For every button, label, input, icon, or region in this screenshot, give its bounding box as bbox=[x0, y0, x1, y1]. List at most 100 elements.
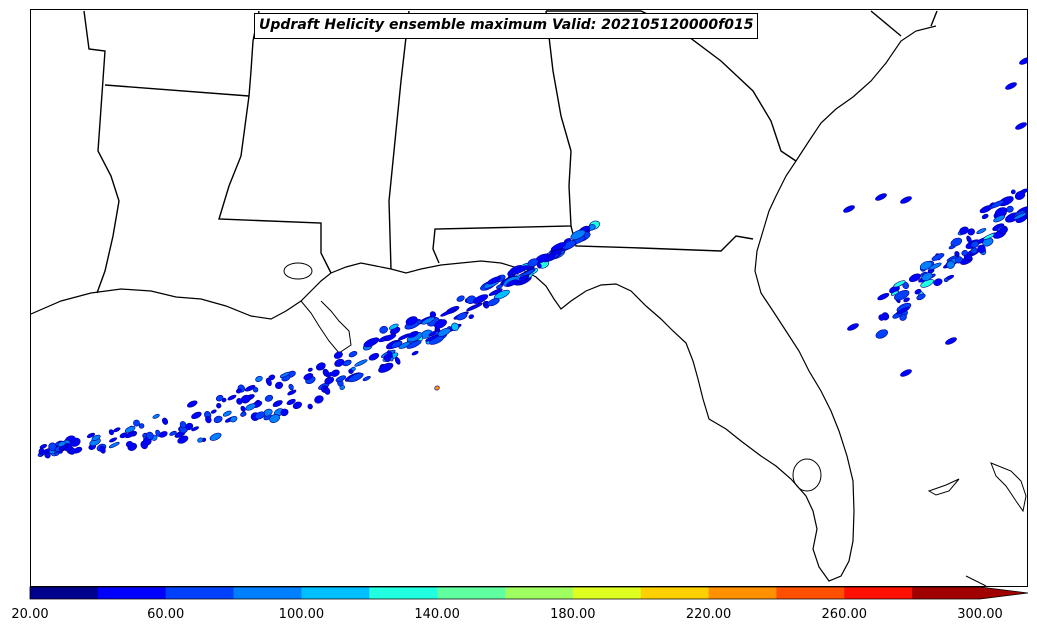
uh-cell bbox=[511, 265, 529, 275]
uh-cell bbox=[990, 200, 1005, 209]
uh-cell bbox=[527, 258, 539, 268]
uh-cell bbox=[411, 350, 419, 356]
uh-cell bbox=[236, 397, 243, 405]
uh-cell bbox=[264, 394, 274, 402]
uh-cell bbox=[894, 290, 910, 301]
uh-cell bbox=[292, 401, 303, 410]
uh-cell bbox=[1013, 212, 1027, 220]
uh-cell bbox=[390, 340, 403, 349]
uh-cell bbox=[286, 398, 296, 406]
uh-cell bbox=[334, 358, 345, 367]
uh-cell bbox=[209, 432, 222, 441]
map-panel bbox=[30, 9, 1028, 587]
uh-cell bbox=[928, 262, 942, 270]
uh-cell bbox=[191, 411, 202, 420]
uh-cell bbox=[119, 432, 128, 439]
uh-cell bbox=[1019, 57, 1027, 65]
uh-cell bbox=[1014, 191, 1026, 200]
uh-cell bbox=[324, 376, 335, 385]
uh-cell bbox=[487, 298, 500, 307]
uh-cell bbox=[161, 417, 169, 425]
uh-cell bbox=[187, 400, 198, 408]
uh-cell bbox=[39, 444, 48, 450]
uh-cell bbox=[456, 312, 468, 321]
uh-cell bbox=[158, 431, 168, 438]
colorbar-swatch bbox=[301, 587, 370, 599]
uh-cell bbox=[970, 240, 980, 249]
uh-cell bbox=[335, 375, 347, 383]
colorbar-swatch bbox=[572, 587, 642, 599]
uh-cell bbox=[451, 322, 460, 332]
uh-cell bbox=[562, 240, 577, 250]
uh-cell bbox=[843, 205, 855, 213]
uh-cell bbox=[472, 294, 489, 304]
uh-cell bbox=[314, 395, 324, 404]
uh-cell bbox=[1005, 82, 1017, 90]
uh-cell bbox=[169, 430, 177, 436]
uh-cell bbox=[899, 314, 907, 321]
uh-cell bbox=[875, 329, 888, 339]
uh-cell bbox=[58, 444, 68, 451]
uh-cell bbox=[877, 292, 890, 301]
uh-cell bbox=[113, 427, 121, 433]
colorbar-swatch bbox=[30, 587, 99, 599]
uh-cell bbox=[99, 445, 106, 454]
colorbar-tick-label: 260.00 bbox=[821, 607, 868, 622]
uh-cell bbox=[254, 411, 266, 420]
colorbar-outline bbox=[29, 586, 1029, 600]
map-canvas bbox=[31, 10, 1027, 586]
uh-cell bbox=[362, 375, 371, 382]
uh-cell bbox=[434, 319, 447, 329]
uh-cell bbox=[383, 333, 397, 342]
uh-cell bbox=[275, 381, 284, 390]
uh-cell bbox=[406, 340, 422, 349]
uh-cell bbox=[133, 419, 140, 427]
uh-cell bbox=[145, 431, 154, 440]
uh-cell bbox=[213, 415, 223, 424]
uh-cell bbox=[468, 314, 475, 320]
uh-cell bbox=[48, 442, 57, 451]
uh-cell bbox=[456, 295, 465, 302]
uh-cell bbox=[487, 276, 502, 285]
bahamas bbox=[927, 462, 1027, 586]
uh-cell bbox=[179, 421, 187, 429]
uh-cell bbox=[550, 242, 567, 252]
uh-cell bbox=[197, 437, 204, 443]
uh-cell bbox=[946, 260, 955, 269]
updraft-helicity-field bbox=[37, 57, 1027, 459]
colorbar-swatch bbox=[776, 587, 845, 599]
uh-cell bbox=[521, 268, 536, 277]
uh-cell bbox=[425, 334, 439, 342]
uh-cell bbox=[272, 400, 283, 408]
uh-cell bbox=[216, 402, 222, 409]
uh-cell bbox=[307, 367, 313, 372]
uh-cell bbox=[916, 293, 926, 301]
uh-cell bbox=[943, 277, 949, 283]
uh-cell bbox=[506, 279, 519, 287]
uh-cell bbox=[280, 408, 289, 417]
uh-cell bbox=[875, 193, 887, 201]
uh-cell bbox=[86, 432, 96, 439]
uh-cell bbox=[388, 323, 399, 330]
uh-cell bbox=[222, 410, 232, 417]
uh-cell bbox=[210, 409, 217, 414]
uh-cell bbox=[268, 374, 276, 381]
uh-cell bbox=[959, 226, 969, 235]
uh-cell bbox=[954, 251, 960, 257]
uh-cell bbox=[240, 405, 246, 412]
uh-cell bbox=[933, 278, 943, 286]
uh-cell bbox=[570, 229, 586, 240]
uh-cell bbox=[914, 288, 922, 295]
uh-cell bbox=[235, 388, 242, 394]
uh-cell bbox=[398, 341, 411, 349]
uh-cell bbox=[966, 235, 972, 244]
colorbar-extend-arrow bbox=[980, 587, 1028, 599]
uh-cell bbox=[931, 253, 945, 261]
uh-cell bbox=[970, 247, 978, 255]
uh-cell bbox=[177, 435, 189, 444]
uh-cell bbox=[348, 372, 364, 383]
uh-cell bbox=[961, 250, 968, 256]
uh-cell bbox=[999, 226, 1008, 234]
uh-cell bbox=[255, 375, 263, 383]
colorbar-tick-label: 140.00 bbox=[414, 607, 460, 622]
